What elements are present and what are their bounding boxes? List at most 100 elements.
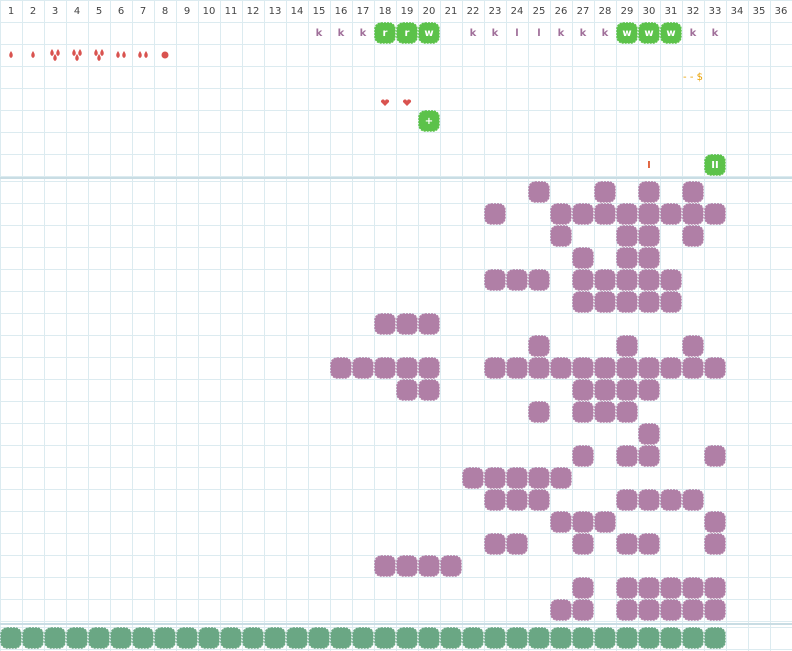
ground-blob: [572, 627, 594, 649]
ground-blob: [66, 627, 88, 649]
tile-label: w: [622, 28, 631, 39]
ground-blob: [638, 627, 660, 649]
enemy-blob: [374, 357, 396, 379]
enemy-blob: [462, 467, 484, 489]
ground-blob: [374, 627, 396, 649]
tile-label: +: [425, 116, 433, 127]
enemy-blob: [484, 269, 506, 291]
enemy-blob: [638, 269, 660, 291]
enemy-blob: [616, 203, 638, 225]
enemy-blob: [572, 291, 594, 313]
column-number: 36: [775, 6, 788, 17]
ground-blob: [396, 627, 418, 649]
enemy-blob: [660, 577, 682, 599]
column-number: 23: [489, 6, 502, 17]
column-number: 2: [30, 6, 36, 17]
column-number: 16: [335, 6, 348, 17]
ground-blob: [330, 627, 352, 649]
drop-icon: [9, 51, 13, 58]
column-number: 6: [118, 6, 124, 17]
enemy-blob: [616, 445, 638, 467]
ground-blob: [616, 627, 638, 649]
enemy-blob: [374, 313, 396, 335]
enemy-blob: [572, 533, 594, 555]
enemy-blob: [396, 357, 418, 379]
drop-icon: [53, 54, 57, 61]
column-number: 21: [445, 6, 458, 17]
column-number: 9: [184, 6, 190, 17]
green-tile: [638, 22, 660, 44]
enemy-blob: [638, 291, 660, 313]
drop-icon: [75, 54, 79, 61]
enemy-blob: [704, 511, 726, 533]
enemy-blob: [616, 247, 638, 269]
drop-icon: [144, 51, 148, 58]
enemy-blob: [704, 533, 726, 555]
cell-letter: l: [515, 28, 518, 39]
money-marker: - - $: [683, 72, 703, 83]
enemy-blob: [572, 247, 594, 269]
column-number: 28: [599, 6, 612, 17]
enemy-blob: [572, 577, 594, 599]
enemy-blob: [506, 467, 528, 489]
enemy-blob: [594, 291, 616, 313]
enemy-blob: [594, 203, 616, 225]
ground-blob: [242, 627, 264, 649]
column-number: 14: [291, 6, 304, 17]
tile-label: r: [405, 28, 410, 39]
enemy-blob: [638, 247, 660, 269]
ground-blob: [308, 627, 330, 649]
enemy-blob: [506, 533, 528, 555]
ground-blob: [550, 627, 572, 649]
enemy-blob: [704, 445, 726, 467]
column-number: 30: [643, 6, 656, 17]
ground-blob: [44, 627, 66, 649]
enemy-blob: [396, 555, 418, 577]
enemy-blob: [616, 533, 638, 555]
column-number: 22: [467, 6, 480, 17]
cell-letter: k: [338, 28, 345, 39]
column-number: 7: [140, 6, 146, 17]
enemy-blob: [594, 181, 616, 203]
ground-blob: [352, 627, 374, 649]
green-tile: [660, 22, 682, 44]
green-tile: [616, 22, 638, 44]
column-number: 31: [665, 6, 678, 17]
enemy-blob: [572, 445, 594, 467]
tile-label: w: [424, 28, 433, 39]
enemy-blob: [506, 269, 528, 291]
ground-blob: [462, 627, 484, 649]
enemy-blob: [396, 379, 418, 401]
enemy-blob: [550, 511, 572, 533]
tile-label: II: [711, 160, 718, 171]
enemy-blob: [528, 335, 550, 357]
enemy-blob: [418, 313, 440, 335]
enemy-blob: [682, 181, 704, 203]
column-number: 3: [52, 6, 58, 17]
column-number: 12: [247, 6, 260, 17]
drop-icon: [56, 49, 60, 56]
enemy-blob: [330, 357, 352, 379]
enemy-blob: [660, 357, 682, 379]
ground-blob: [418, 627, 440, 649]
enemy-blob: [572, 203, 594, 225]
green-tile: [396, 22, 418, 44]
drop-icon: [31, 51, 35, 58]
enemy-blob: [594, 357, 616, 379]
enemy-blob: [484, 357, 506, 379]
enemy-blob: [594, 379, 616, 401]
ground-blob: [22, 627, 44, 649]
cell-letter: k: [470, 28, 477, 39]
marker: I: [647, 160, 651, 171]
enemy-blob: [396, 313, 418, 335]
enemy-blob: [660, 269, 682, 291]
column-number: 32: [687, 6, 700, 17]
enemy-blob: [506, 489, 528, 511]
ground-blob: [154, 627, 176, 649]
enemy-blob: [528, 489, 550, 511]
enemy-blob: [704, 599, 726, 621]
column-number: 20: [423, 6, 436, 17]
drop-icon: [97, 54, 101, 61]
cell-letter: k: [558, 28, 565, 39]
